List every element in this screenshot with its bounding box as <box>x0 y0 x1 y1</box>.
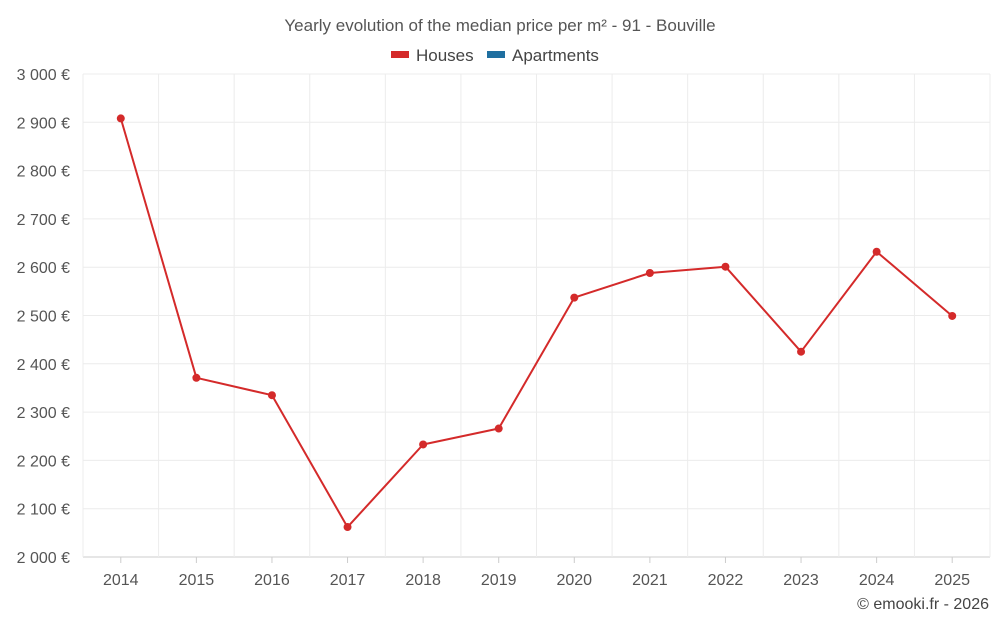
y-tick-label: 2 800 € <box>17 164 70 181</box>
x-tick-label: 2015 <box>179 572 215 589</box>
x-tick-label: 2021 <box>632 572 668 589</box>
series <box>116 114 957 532</box>
legend-swatch-houses <box>391 51 409 58</box>
data-point-houses-2014[interactable] <box>116 114 125 123</box>
data-point-houses-2015[interactable] <box>192 373 201 382</box>
x-tick-label: 2019 <box>481 572 517 589</box>
data-point-houses-2022[interactable] <box>721 262 730 271</box>
x-tick-label: 2023 <box>783 572 819 589</box>
legend: Houses Apartments <box>391 46 599 65</box>
grid <box>82 73 991 558</box>
legend-label-apartments[interactable]: Apartments <box>512 46 599 65</box>
x-tick-label: 2020 <box>556 572 592 589</box>
data-point-houses-2023[interactable] <box>797 347 806 356</box>
y-tick-label: 2 000 € <box>17 550 70 567</box>
y-tick-label: 2 100 € <box>17 502 70 519</box>
y-tick-label: 2 200 € <box>17 453 70 470</box>
data-point-houses-2024[interactable] <box>872 247 881 256</box>
x-tick-label: 2014 <box>103 572 139 589</box>
data-point-houses-2018[interactable] <box>419 440 428 449</box>
x-tick-label: 2017 <box>330 572 366 589</box>
series-line-houses <box>119 118 953 529</box>
x-axis: 2014 2015 2016 2017 2018 2019 2020 2021 2022 2023… <box>103 557 970 589</box>
data-point-houses-2017[interactable] <box>343 523 352 532</box>
y-tick-label: 2 900 € <box>17 115 70 132</box>
x-tick-label: 2025 <box>934 572 970 589</box>
y-tick-label: 2 500 € <box>17 309 70 326</box>
x-tick-label: 2024 <box>859 572 895 589</box>
legend-label-houses[interactable]: Houses <box>416 46 474 65</box>
x-tick-label: 2016 <box>254 572 290 589</box>
y-tick-label: 3 000 € <box>17 67 70 84</box>
data-point-houses-2019[interactable] <box>494 424 503 433</box>
credit-text: © emooki.fr - 2026 <box>857 596 989 613</box>
x-tick-label: 2022 <box>708 572 744 589</box>
legend-swatch-apartments <box>487 51 505 58</box>
data-point-houses-2021[interactable] <box>645 268 654 277</box>
x-tick-label: 2018 <box>405 572 441 589</box>
data-point-houses-2025[interactable] <box>948 311 957 320</box>
y-tick-label: 2 400 € <box>17 357 70 374</box>
chart-title: Yearly evolution of the median price per… <box>284 16 715 35</box>
y-tick-label: 2 700 € <box>17 212 70 229</box>
y-tick-label: 2 300 € <box>17 405 70 422</box>
data-point-houses-2016[interactable] <box>267 391 276 400</box>
y-tick-label: 2 600 € <box>17 260 70 277</box>
data-point-houses-2020[interactable] <box>570 293 579 302</box>
y-axis: 2 000 € 2 100 € 2 200 € 2 300 € 2 400 € 2 500… <box>17 67 70 567</box>
